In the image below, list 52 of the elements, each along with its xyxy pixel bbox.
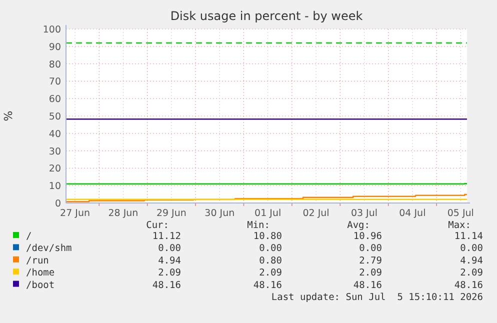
text: 2.09	[460, 268, 484, 279]
text: 0.00	[359, 243, 382, 254]
text: 10.80	[253, 231, 282, 242]
x-tick-label: 01 Jul	[254, 208, 282, 219]
text: 48.16	[353, 280, 382, 291]
text: Last update: Sun Jul 5 15:10:11 2026	[271, 292, 484, 303]
y-axis-title: %	[2, 110, 15, 122]
chart-title: Disk usage in percent - by week	[170, 9, 363, 23]
x-tick-label: 28 Jun	[108, 208, 138, 219]
text: 2.09	[259, 268, 282, 279]
x-tick-label: 05 Jul	[447, 208, 474, 219]
legend-label: /run	[26, 255, 49, 266]
text: Max:	[448, 220, 471, 231]
x-tick-label: 02 Jul	[302, 208, 330, 219]
x-tick-label: 29 Jun	[156, 208, 186, 219]
text: Cur:	[146, 220, 169, 231]
text: 11.14	[454, 231, 484, 242]
x-tick-label: 03 Jul	[350, 208, 378, 219]
y-tick-label: 90	[48, 42, 61, 53]
text: 10.96	[353, 231, 382, 242]
text: Min:	[247, 220, 270, 231]
y-tick-label: 20	[48, 164, 61, 175]
text: 48.16	[454, 280, 484, 291]
y-tick-label: 70	[48, 76, 61, 88]
text: 11.12	[152, 231, 181, 242]
text: Avg:	[347, 220, 370, 231]
text: 2.09	[158, 268, 182, 279]
legend-label: /dev/shm	[26, 243, 72, 254]
text: 2.79	[359, 255, 382, 266]
y-tick-label: 50	[48, 112, 61, 122]
y-tick-label: 80	[48, 59, 61, 70]
y-tick-label: 40	[48, 128, 61, 140]
y-tick-label: 60	[48, 94, 61, 106]
x-tick-label: 27 Jun	[60, 208, 90, 219]
text: 4.94	[158, 255, 182, 266]
text: 4.94	[460, 255, 484, 266]
x-tick-label: 30 Jun	[204, 208, 235, 219]
y-tick-label: 0	[54, 198, 61, 210]
text: 0.80	[259, 255, 282, 266]
text: 0.00	[259, 243, 282, 254]
legend-label: /	[26, 231, 32, 242]
legend-label: /home	[26, 268, 55, 279]
text: 48.16	[253, 280, 282, 291]
legend-label: /boot	[26, 280, 55, 291]
x-tick-label: 04 Jul	[399, 208, 426, 219]
text: 2.09	[359, 268, 382, 279]
y-tick-label: 100	[42, 24, 61, 36]
y-tick-label: 10	[48, 181, 61, 192]
text: 0.00	[158, 243, 182, 254]
text: 48.16	[152, 280, 182, 291]
y-tick-label: 30	[48, 146, 61, 158]
text: 0.00	[460, 243, 484, 254]
